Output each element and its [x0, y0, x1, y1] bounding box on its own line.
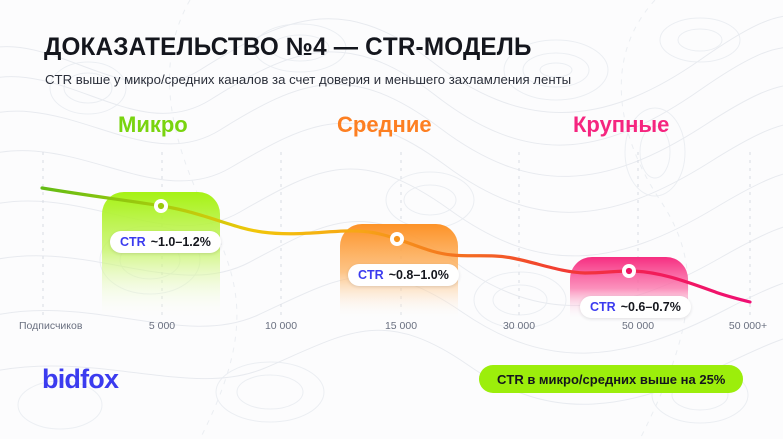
chart-markers [154, 199, 636, 278]
ctr-pill-key: CTR [590, 300, 616, 314]
page-subtitle: CTR выше у микро/средних каналов за счет… [45, 72, 572, 87]
axis-tick-15000: 15 000 [384, 320, 418, 332]
ctr-pill-value: ~0.8–1.0% [388, 268, 449, 282]
marker-large [622, 264, 636, 278]
ctr-pill-key: CTR [358, 268, 384, 282]
axis-tick-5000: 5 000 [148, 320, 176, 332]
category-label-micro: Микро [118, 112, 188, 137]
ctr-trend-line [40, 186, 752, 304]
marker-micro [154, 199, 168, 213]
conclusion-badge: CTR в микро/средних выше на 25% [479, 365, 744, 393]
axis-tick-50000-plus: 50 000+ [728, 320, 768, 332]
ctr-pill-value: ~1.0–1.2% [150, 235, 211, 249]
marker-medium [390, 232, 404, 246]
axis-tick-30000: 30 000 [502, 320, 536, 332]
axis-label-subscribers: Подписчиков [19, 320, 83, 332]
ctr-pill-large: CTR ~0.6–0.7% [580, 296, 691, 318]
ctr-pill-value: ~0.6–0.7% [620, 300, 681, 314]
page-title: ДОКАЗАТЕЛЬСТВО №4 — CTR-МОДЕЛЬ [44, 33, 532, 61]
ctr-pill-medium: CTR ~0.8–1.0% [348, 264, 459, 286]
category-label-large: Крупные [573, 112, 670, 137]
bar-micro [102, 192, 220, 320]
axis-tick-10000: 10 000 [264, 320, 298, 332]
axis-tick-50000: 50 000 [621, 320, 655, 332]
ctr-pill-key: CTR [120, 235, 146, 249]
category-label-medium: Средние [337, 112, 432, 137]
ctr-pill-micro: CTR ~1.0–1.2% [110, 231, 221, 253]
bidfox-logo: bidfox [42, 364, 119, 394]
